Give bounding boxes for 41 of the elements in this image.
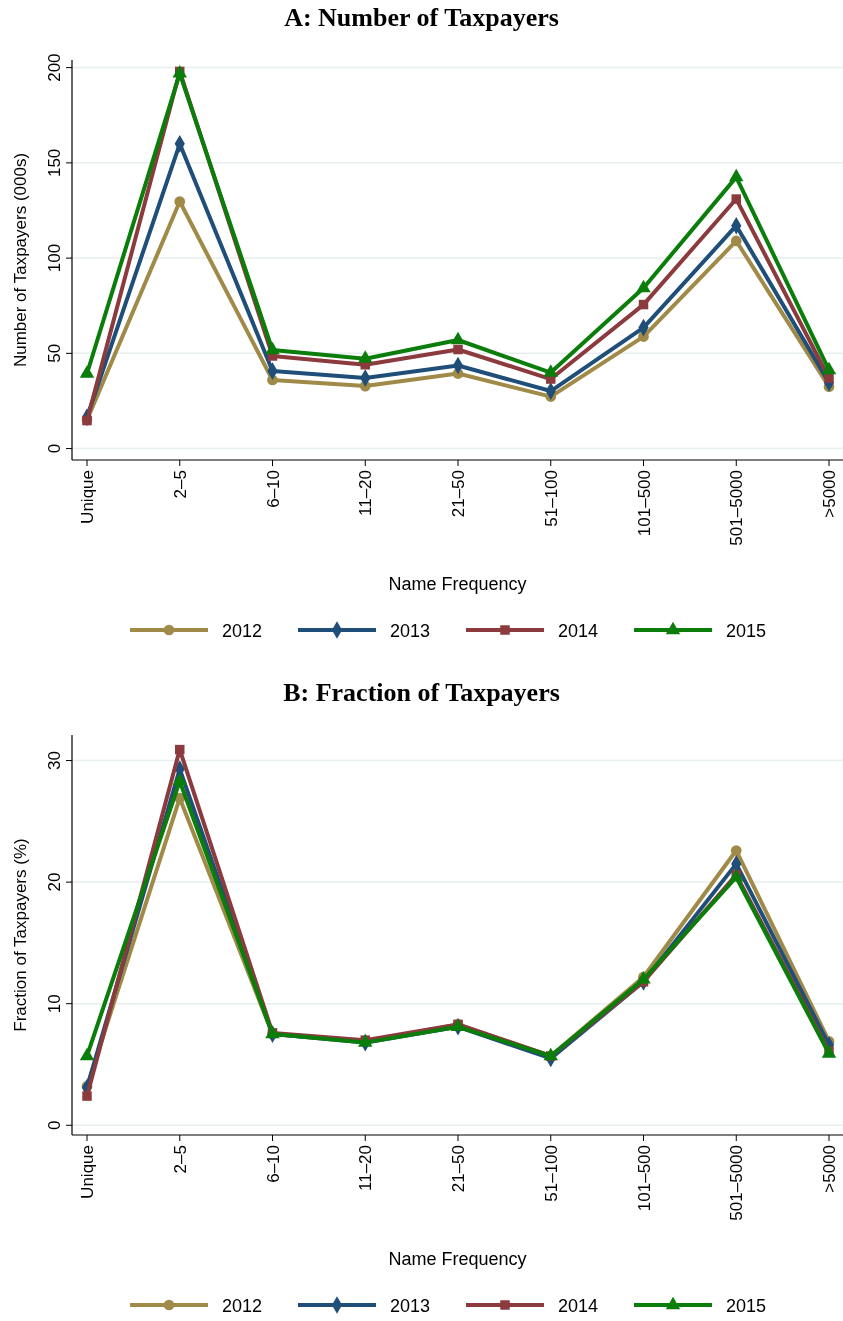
y-tick-label: 200 (45, 53, 64, 82)
x-tick-label: 6–10 (263, 1145, 283, 1183)
x-tick-label: 2–5 (170, 1145, 190, 1174)
x-tick-label: 11–20 (356, 470, 376, 517)
legend-label: 2012 (222, 621, 263, 641)
x-tick-label: Unique (78, 470, 97, 524)
x-tick-label: 21–50 (449, 1145, 468, 1193)
x-axis-title: Name Frequency (388, 1249, 527, 1269)
y-axis-title: Number of Taxpayers (000s) (11, 152, 30, 368)
y-tick-label: 0 (45, 1120, 64, 1131)
legend-label: 2013 (390, 1296, 431, 1316)
x-tick-label: >5000 (820, 1145, 839, 1193)
y-tick-label: 100 (45, 243, 64, 273)
x-tick-label: 6–10 (263, 470, 283, 508)
chart-title: A: Number of Taxpayers (284, 3, 559, 32)
y-tick-label: 0 (45, 443, 64, 454)
legend-label: 2013 (390, 621, 431, 641)
x-tick-label: 11–20 (356, 1145, 376, 1192)
y-axis-title: Fraction of Taxpayers (%) (11, 838, 30, 1032)
chart-title: B: Fraction of Taxpayers (283, 678, 560, 707)
y-tick-label: 50 (45, 343, 64, 363)
legend-label: 2014 (558, 1296, 599, 1316)
legend-label: 2015 (726, 1296, 767, 1316)
x-tick-label: 51–100 (541, 1145, 561, 1202)
x-tick-label: 501–5000 (727, 1145, 747, 1221)
legend-label: 2015 (726, 621, 767, 641)
legend-label: 2014 (558, 621, 599, 641)
x-tick-label: 101–500 (634, 1145, 654, 1212)
x-tick-label: Unique (78, 1145, 97, 1199)
x-tick-label: 51–100 (541, 470, 561, 527)
y-tick-label: 30 (45, 751, 64, 770)
x-tick-label: 2–5 (170, 470, 190, 499)
y-tick-label: 20 (45, 872, 64, 892)
x-tick-label: >5000 (820, 470, 839, 518)
y-tick-label: 10 (45, 994, 64, 1014)
y-tick-label: 150 (45, 148, 64, 178)
x-tick-label: 501–5000 (727, 470, 747, 546)
legend-label: 2012 (222, 1296, 263, 1316)
x-tick-label: 21–50 (449, 470, 468, 518)
x-axis-title: Name Frequency (388, 574, 527, 594)
x-tick-label: 101–500 (634, 470, 654, 537)
